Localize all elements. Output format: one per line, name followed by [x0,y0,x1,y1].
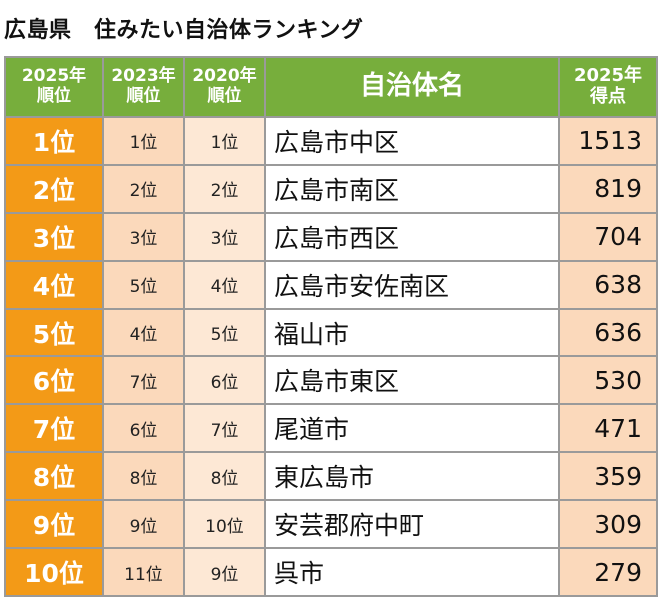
header-row: 2025年 順位 2023年 順位 2020年 順位 自治体名 2025年 得点 [6,58,656,116]
ranking-table-frame: 2025年 順位 2023年 順位 2020年 順位 自治体名 2025年 得点 [4,56,658,597]
rank-2025-cell: 1位 [6,118,102,164]
rank-2025-cell: 2位 [6,165,102,212]
table-row: 2位 2位 2位 広島市南区 819 [6,165,656,212]
rank-2025-cell: 10位 [6,549,102,595]
rank-2020-cell: 6位 [185,357,264,404]
municipality-name-cell: 福山市 [266,309,558,356]
municipality-name-cell: 尾道市 [266,405,558,452]
municipality-name-cell: 広島市安佐南区 [266,261,558,308]
municipality-name-cell: 東広島市 [266,453,558,500]
rank-2023-cell: 6位 [104,405,183,452]
rank-2020-cell: 9位 [185,549,264,595]
table-row: 3位 3位 3位 広島市西区 704 [6,213,656,260]
score-cell: 819 [560,165,656,212]
rank-2025-cell: 3位 [6,213,102,260]
rank-2023-cell: 4位 [104,309,183,356]
rank-2020-cell: 5位 [185,309,264,356]
rank-2020-cell: 8位 [185,453,264,500]
score-cell: 309 [560,501,656,548]
header-score-2025: 2025年 得点 [560,58,656,116]
rank-2025-cell: 5位 [6,309,102,356]
rank-2020-cell: 10位 [185,501,264,548]
score-cell: 636 [560,309,656,356]
rank-2020-cell: 1位 [185,118,264,164]
ranking-table: 2025年 順位 2023年 順位 2020年 順位 自治体名 2025年 得点 [4,56,658,597]
rank-2023-cell: 1位 [104,118,183,164]
header-rank-2025: 2025年 順位 [6,58,102,116]
rank-2023-cell: 5位 [104,261,183,308]
score-cell: 279 [560,549,656,595]
rank-2023-cell: 11位 [104,549,183,595]
municipality-name-cell: 安芸郡府中町 [266,501,558,548]
rank-2025-cell: 7位 [6,405,102,452]
rank-2025-cell: 9位 [6,501,102,548]
score-cell: 1513 [560,118,656,164]
rank-2023-cell: 2位 [104,165,183,212]
rank-2020-cell: 4位 [185,261,264,308]
municipality-name-cell: 広島市西区 [266,213,558,260]
municipality-name-cell: 広島市中区 [266,118,558,164]
score-cell: 530 [560,357,656,404]
page-title: 広島県 住みたい自治体ランキング [4,18,364,43]
municipality-name-cell: 広島市東区 [266,357,558,404]
score-cell: 471 [560,405,656,452]
table-row: 7位 6位 7位 尾道市 471 [6,405,656,452]
rank-2023-cell: 3位 [104,213,183,260]
header-rank-2023: 2023年 順位 [104,58,183,116]
header-rank-2020: 2020年 順位 [185,58,264,116]
municipality-name-cell: 呉市 [266,549,558,595]
rank-2023-cell: 8位 [104,453,183,500]
table-row: 5位 4位 5位 福山市 636 [6,309,656,356]
municipality-name-cell: 広島市南区 [266,165,558,212]
rank-2025-cell: 8位 [6,453,102,500]
rank-2020-cell: 2位 [185,165,264,212]
table-row: 8位 8位 8位 東広島市 359 [6,453,656,500]
table-row: 9位 9位 10位 安芸郡府中町 309 [6,501,656,548]
rank-2020-cell: 7位 [185,405,264,452]
table-row: 10位 11位 9位 呉市 279 [6,549,656,595]
score-cell: 704 [560,213,656,260]
header-municipality-name: 自治体名 [266,58,558,116]
score-cell: 638 [560,261,656,308]
table-row: 6位 7位 6位 広島市東区 530 [6,357,656,404]
rank-2023-cell: 9位 [104,501,183,548]
score-cell: 359 [560,453,656,500]
rank-2025-cell: 6位 [6,357,102,404]
rank-2020-cell: 3位 [185,213,264,260]
table-row: 4位 5位 4位 広島市安佐南区 638 [6,261,656,308]
rank-2023-cell: 7位 [104,357,183,404]
table-row: 1位 1位 1位 広島市中区 1513 [6,118,656,164]
rank-2025-cell: 4位 [6,261,102,308]
